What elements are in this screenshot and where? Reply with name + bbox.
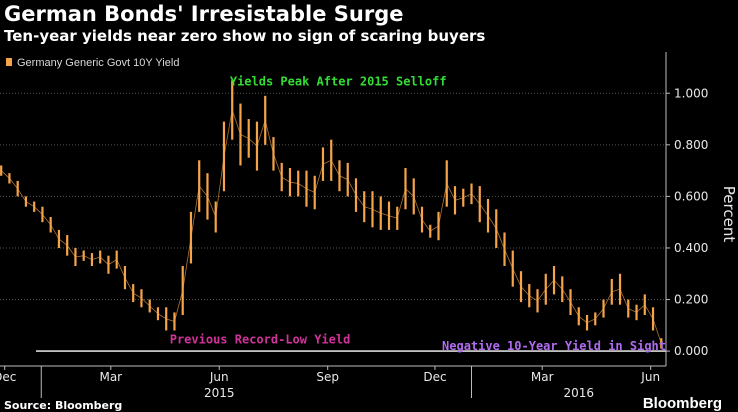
y-tick-label: 1.000 — [674, 86, 708, 100]
x-year-label: 2016 — [563, 386, 594, 398]
yield-trace — [0, 109, 662, 344]
x-tick-label: Dec — [0, 370, 16, 384]
grid-layer — [0, 92, 666, 301]
source-note: Source: Bloomberg — [4, 399, 123, 412]
y-tick-label: 0.800 — [674, 138, 708, 152]
annotation-label: Previous Record-Low Yield — [170, 332, 351, 346]
annotations: Yields Peak After 2015 Selloff Previous R… — [170, 75, 666, 353]
series-bars — [0, 80, 663, 349]
axis-layer: 0.000 0.200 0.400 0.600 0.800 1.000 Dec Mar Jun S… — [0, 52, 708, 398]
y-tick-label: 0.200 — [674, 293, 708, 307]
x-tick-label: Mar — [99, 370, 122, 384]
legend-label: Germany Generic Govt 10Y Yield — [17, 57, 179, 69]
chart-area: 0.000 0.200 0.400 0.600 0.800 1.000 Dec Mar Jun S… — [0, 52, 738, 398]
y-tick-label: 0.400 — [674, 241, 708, 255]
chart-subtitle: Ten-year yields near zero show no sign o… — [4, 27, 486, 45]
x-tick-label: Mar — [531, 370, 554, 384]
y-tick-label: 0.600 — [674, 189, 708, 203]
x-year-label: 2015 — [204, 386, 235, 398]
legend-swatch — [6, 58, 12, 66]
y-axis-label: Percent — [720, 186, 738, 243]
bloomberg-logo: Bloomberg — [642, 395, 722, 412]
annotation-label: Negative 10-Year Yield in Sight — [442, 339, 666, 353]
legend: Germany Generic Govt 10Y Yield — [6, 57, 179, 69]
chart-title: German Bonds' Irresistable Surge — [4, 2, 404, 26]
x-tick-label: Jun — [640, 370, 660, 384]
x-tick-label: Jun — [209, 370, 229, 384]
x-tick-label: Sep — [316, 370, 339, 384]
y-tick-label: 0.000 — [674, 344, 708, 358]
x-tick-label: Dec — [423, 370, 446, 384]
annotation-label: Yields Peak After 2015 Selloff — [230, 75, 447, 89]
